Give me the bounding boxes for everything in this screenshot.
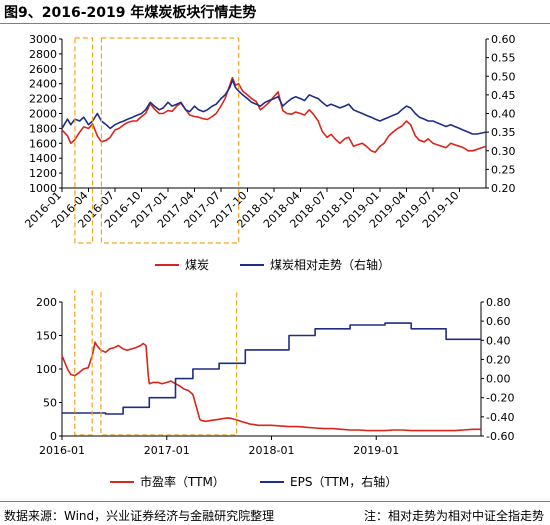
right-tick-label: 0.40 bbox=[486, 334, 511, 347]
highlight-box bbox=[74, 37, 94, 244]
right-tick-label: 0.60 bbox=[486, 315, 511, 328]
series-line-right bbox=[62, 322, 481, 415]
left-tick-label: 200 bbox=[36, 296, 57, 309]
left-tick-label: 0 bbox=[50, 430, 57, 443]
right-tick-label: 0.45 bbox=[491, 89, 516, 102]
right-tick-label: 0.80 bbox=[486, 296, 511, 309]
left-tick-label: 2600 bbox=[29, 63, 57, 76]
right-tick-label: 0.20 bbox=[486, 353, 511, 366]
highlight-box bbox=[100, 290, 238, 436]
left-tick-label: 2200 bbox=[29, 93, 57, 106]
left-tick-label: 3000 bbox=[29, 33, 57, 46]
left-tick-label: 1600 bbox=[29, 137, 57, 150]
right-tick-label: -0.20 bbox=[486, 392, 514, 405]
legend-label: 市盈率（TTM） bbox=[140, 474, 225, 489]
left-tick-label: 50 bbox=[43, 397, 57, 410]
legend-label: 煤炭 bbox=[185, 258, 209, 272]
left-tick-label: 1800 bbox=[29, 122, 57, 135]
x-tick-label: 2018-01 bbox=[249, 444, 295, 457]
left-tick-label: 2400 bbox=[29, 78, 57, 91]
footnote: 注：相对走势为相对中证全指走势 bbox=[363, 509, 544, 523]
chart-title: 图9、2016-2019 年煤炭板块行情走势 bbox=[4, 5, 257, 21]
legend-label: EPS（TTM，右轴） bbox=[290, 474, 397, 489]
right-tick-label: 0.60 bbox=[491, 33, 516, 46]
right-tick-label: -0.60 bbox=[486, 430, 514, 443]
series-line-right bbox=[61, 79, 487, 135]
right-tick-label: 0.25 bbox=[491, 163, 516, 176]
right-tick-label: 0.20 bbox=[491, 182, 516, 195]
left-tick-label: 1200 bbox=[29, 167, 57, 180]
x-tick-label: 2017-01 bbox=[144, 444, 190, 457]
right-tick-label: 0.50 bbox=[491, 70, 516, 83]
highlight-box bbox=[74, 290, 93, 436]
left-tick-label: 2800 bbox=[29, 48, 57, 61]
valuation-chart: 0 50 100 150 200 -0.60 -0.40 -0.20 0.00 0.20 0.40 0… bbox=[36, 290, 514, 489]
source-note: 数据来源：Wind，兴业证券经济与金融研究院整理 bbox=[4, 509, 275, 523]
right-tick-label: 0.55 bbox=[491, 52, 516, 65]
title-rule bbox=[0, 23, 550, 24]
right-tick-label: 0.30 bbox=[491, 145, 516, 158]
highlight-box bbox=[100, 37, 240, 244]
x-tick-label: 2016-01 bbox=[39, 444, 85, 457]
footer-rule bbox=[0, 501, 550, 502]
right-tick-label: 0.35 bbox=[491, 126, 516, 139]
left-tick-label: 2000 bbox=[29, 108, 57, 121]
left-tick-label: 1400 bbox=[29, 152, 57, 165]
left-tick-label: 1000 bbox=[29, 182, 57, 195]
right-tick-label: 0.40 bbox=[491, 108, 516, 121]
legend-label: 煤炭相对走势（右轴） bbox=[270, 257, 390, 272]
x-tick-label: 2019-01 bbox=[353, 444, 399, 457]
left-tick-label: 150 bbox=[36, 330, 57, 343]
series-line-left bbox=[61, 76, 487, 153]
left-tick-label: 100 bbox=[36, 363, 57, 376]
right-tick-label: -0.40 bbox=[486, 411, 514, 424]
right-tick-label: 0.00 bbox=[486, 373, 511, 386]
series-line-left bbox=[61, 341, 481, 432]
